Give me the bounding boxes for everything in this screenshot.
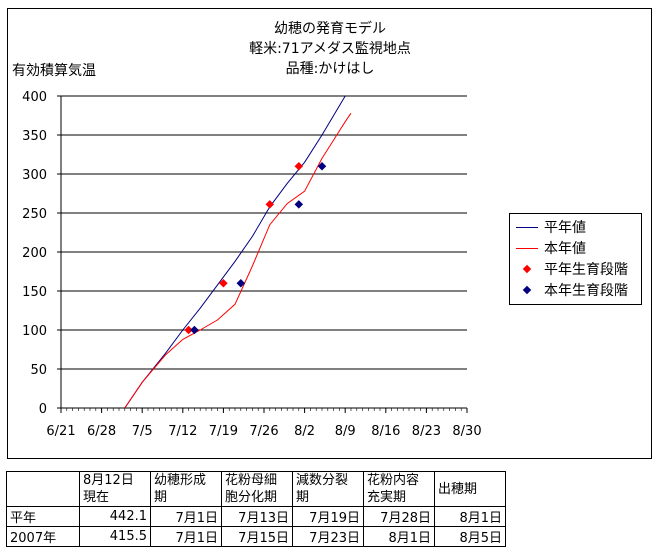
table-cell: 7月13日 [221, 506, 293, 527]
table-cell: 7月23日 [292, 526, 364, 547]
series-marker-3 [317, 161, 327, 171]
series-marker-3 [236, 278, 246, 288]
x-tick-label: 6/21 [46, 424, 75, 439]
legend-label: 平年値 [544, 220, 586, 236]
table-cell: 8月1日 [363, 526, 435, 547]
table-cell: 442.1 [79, 506, 151, 527]
y-tick-label: 350 [22, 129, 47, 144]
table-header-cell: 出穂期 [434, 471, 506, 507]
x-tick-label: 8/30 [452, 424, 481, 439]
y-tick-label: 50 [30, 363, 47, 378]
table-cell: 7月1日 [150, 506, 222, 527]
legend-item-normal-stage: 平年生育段階 [514, 260, 628, 278]
x-tick-label: 7/26 [249, 424, 278, 439]
series-marker-2 [294, 161, 304, 171]
table-cell: 415.5 [79, 526, 151, 547]
series-marker-3 [294, 200, 304, 209]
table-cell: 7月1日 [150, 526, 222, 547]
series-marker-2 [265, 200, 275, 209]
legend-label: 平年生育段階 [544, 262, 628, 278]
table-cell: 2007年 [6, 526, 80, 547]
y-tick-label: 200 [22, 246, 47, 261]
legend-item-current-stage: 本年生育段階 [514, 281, 628, 299]
y-axis-label: 有効積算気温 [12, 63, 96, 79]
x-tick-label: 7/12 [168, 424, 197, 439]
y-tick-label: 0 [39, 402, 47, 417]
table-cell: 8月5日 [434, 526, 506, 547]
series-marker-2 [219, 278, 228, 288]
series-marker-2 [184, 325, 193, 335]
x-tick-label: 8/9 [335, 424, 356, 439]
legend: 平年値 本年値 平年生育段階 本年生育段階 [509, 213, 642, 305]
legend-label: 本年生育段階 [544, 283, 628, 299]
legend-label: 本年値 [544, 241, 586, 257]
table-header-cell: 花粉母細 胞分化期 [221, 471, 293, 507]
legend-line-swatch [514, 218, 540, 236]
legend-item-current-line: 本年値 [514, 239, 586, 257]
legend-line-swatch [514, 239, 540, 257]
table-header-cell: 花粉内容 充実期 [363, 471, 435, 507]
y-tick-label: 400 [22, 90, 47, 105]
legend-item-normal-line: 平年値 [514, 218, 586, 236]
y-tick-label: 150 [22, 285, 47, 300]
x-tick-label: 7/5 [132, 424, 153, 439]
table-header-cell [6, 471, 80, 507]
table-header-row: 8月12日 現在 幼穂形成期 花粉母細 胞分化期 減数分裂期 花粉内容 充実期 出穂期 [6, 471, 506, 507]
x-tick-label: 6/28 [87, 424, 116, 439]
y-tick-label: 300 [22, 168, 47, 183]
y-tick-label: 250 [22, 207, 47, 222]
table-cell: 7月15日 [221, 526, 293, 547]
table-header-cell: 減数分裂期 [292, 471, 364, 507]
x-tick-label: 8/16 [371, 424, 400, 439]
series-line-1 [124, 112, 352, 409]
y-tick-label: 100 [22, 324, 47, 339]
x-tick-label: 8/2 [294, 424, 315, 439]
table-header-cell: 幼穂形成期 [150, 471, 222, 507]
chart-title-line-3: 品種:かけはし [285, 61, 375, 77]
legend-marker-swatch [514, 260, 540, 278]
x-tick-label: 8/23 [412, 424, 441, 439]
chart-title-line-2: 軽米:71アメダス監視地点 [249, 41, 411, 57]
chart-title-line-1: 幼穂の発育モデル [274, 21, 386, 37]
series-marker-3 [190, 325, 199, 335]
x-tick-label: 7/19 [209, 424, 238, 439]
data-table: 8月12日 現在 幼穂形成期 花粉母細 胞分化期 減数分裂期 花粉内容 充実期 出穂期… [6, 471, 506, 547]
table-cell: 7月19日 [292, 506, 364, 527]
series-line-0 [124, 95, 346, 409]
table-row: 2007年 415.5 7月1日 7月15日 7月23日 8月1日 8月5日 [6, 526, 506, 547]
table-cell: 7月28日 [363, 506, 435, 527]
table-header-cell: 8月12日 現在 [79, 471, 151, 507]
table-cell: 8月1日 [434, 506, 506, 527]
table-row: 平年 442.1 7月1日 7月13日 7月19日 7月28日 8月1日 [6, 506, 506, 527]
legend-marker-swatch [514, 281, 540, 299]
chart-plot: 0 50 100 150 200 250 300 350 400 6/21 6/28 7/5 7/12 7… [22, 90, 481, 439]
table-cell: 平年 [6, 506, 80, 527]
